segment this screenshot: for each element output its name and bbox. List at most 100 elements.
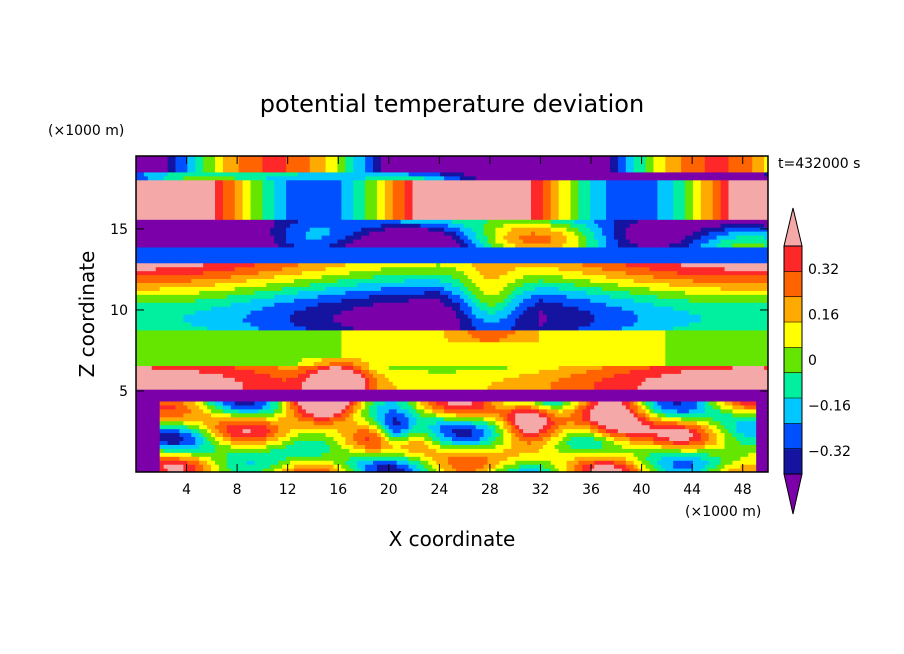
field-cell [254,432,260,438]
field-cell [238,444,244,449]
field-cell [151,420,157,426]
field-cell [349,448,354,453]
field-cell [637,452,643,457]
field-cell [685,440,690,445]
field-cell [764,381,768,386]
field-cell [748,400,753,406]
field-cell [495,385,500,390]
field-cell [230,424,236,430]
field-cell [487,361,493,366]
field-cell [629,420,635,426]
field-cell [586,424,591,430]
field-cell [649,428,655,434]
field-cell [542,464,548,469]
field-cell [151,396,157,402]
field-cell [471,393,477,398]
field-cell [716,420,722,426]
field-cell [566,377,572,382]
field-cell [436,389,441,394]
field-cell [483,365,489,370]
field-cell [708,424,714,430]
field-cell [187,369,192,374]
field-cell [136,448,141,453]
field-cell [511,456,516,461]
field-cell [266,464,271,469]
field-cell [570,448,576,453]
field-cell [215,412,220,418]
field-cell [602,393,607,398]
field-cell [171,353,177,359]
field-cell [345,428,350,434]
field-cell [329,396,335,402]
field-cell [617,365,623,370]
field-cell [704,381,710,386]
field-cell [621,412,627,418]
field-cell [353,456,358,461]
field-cell [511,377,516,382]
field-cell [748,416,753,422]
field-cell [527,436,532,441]
field-cell [546,428,552,434]
field-cell [290,420,295,426]
field-cell [578,389,583,394]
field-cell [554,424,560,430]
field-cell [321,420,327,426]
field-cell [139,452,145,457]
field-cell [507,420,512,426]
field-cell [495,408,500,414]
field-cell [325,389,331,394]
field-cell [163,365,169,370]
field-cell [301,416,307,422]
field-cell [195,416,200,422]
field-cell [491,381,497,386]
field-cell [388,424,394,430]
field-cell [475,456,481,461]
field-cell [534,381,540,386]
field-cell [400,444,406,449]
field-cell [606,361,611,366]
field-cell [724,440,730,445]
field-cell [203,345,208,351]
field-cell [195,444,200,449]
field-cell [685,389,690,394]
field-cell [499,456,504,461]
field-cell [297,385,303,390]
field-cell [665,369,670,374]
field-cell [700,468,706,472]
field-cell [155,385,161,390]
field-cell [657,396,662,402]
field-cell [218,349,224,355]
field-cell [147,349,153,355]
field-cell [554,452,560,457]
field-cell [534,460,540,465]
field-cell [222,361,228,366]
field-cell [215,460,220,465]
field-cell [689,464,694,469]
field-cell [748,349,753,355]
field-cell [317,381,323,386]
field-cell [661,373,666,378]
field-cell [448,389,453,394]
field-cell [716,412,722,418]
field-cell [515,420,520,426]
field-cell [167,412,173,418]
field-cell [681,440,686,445]
field-cell [294,373,299,378]
field-cell [167,373,173,378]
field-cell [760,361,765,366]
field-cell [523,420,528,426]
field-cell [432,428,437,434]
field-cell [361,349,366,355]
field-cell [728,456,734,461]
field-cell [151,468,157,472]
field-cell [653,460,658,465]
field-cell [574,389,579,394]
field-cell [199,353,204,359]
field-cell [139,460,145,465]
field-cell [163,353,169,359]
field-cell [602,385,607,390]
field-cell [633,365,639,370]
field-cell [598,385,603,390]
field-cell [744,460,749,465]
field-cell [491,468,497,472]
